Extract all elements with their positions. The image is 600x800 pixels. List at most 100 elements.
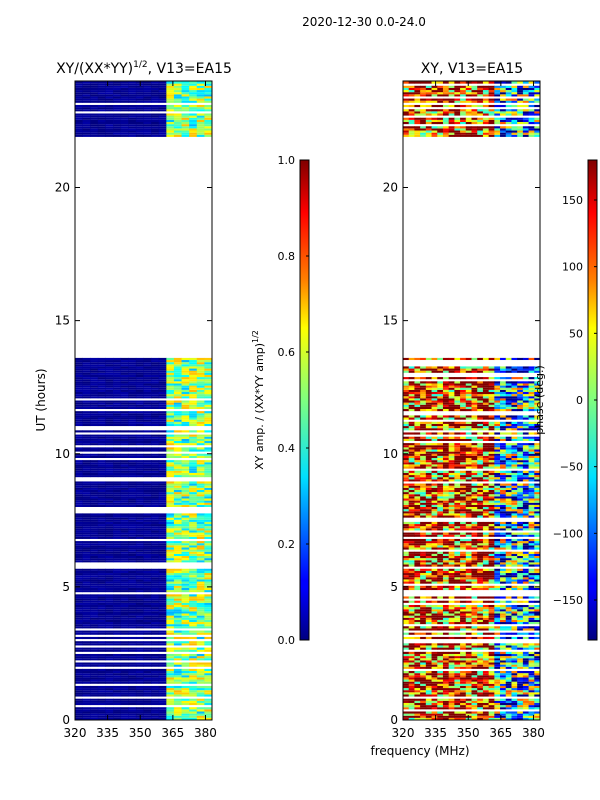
heatmap-cell bbox=[442, 502, 450, 505]
heatmap-cell bbox=[173, 590, 182, 593]
heatmap-cell bbox=[482, 653, 490, 657]
heatmap-cell bbox=[494, 660, 501, 663]
heatmap-cell bbox=[97, 694, 106, 697]
heatmap-cell bbox=[448, 513, 455, 516]
heatmap-cell bbox=[505, 553, 512, 556]
heatmap-cell bbox=[189, 577, 198, 580]
heatmap-cell bbox=[166, 387, 175, 390]
heatmap-cell bbox=[90, 702, 99, 706]
heatmap-cell bbox=[90, 421, 99, 424]
heatmap-cell bbox=[482, 681, 490, 684]
heatmap-cell bbox=[173, 494, 182, 497]
heatmap-cell bbox=[82, 702, 91, 706]
heatmap-cell bbox=[151, 613, 160, 616]
heatmap-cell bbox=[505, 645, 512, 648]
heatmap-cell bbox=[465, 545, 472, 548]
heatmap-cell bbox=[128, 368, 137, 371]
heatmap-cell bbox=[105, 530, 114, 533]
heatmap-cell bbox=[120, 81, 129, 84]
heatmap-cell bbox=[120, 613, 129, 616]
heatmap-cell bbox=[128, 543, 137, 546]
heatmap-cell bbox=[166, 513, 175, 516]
heatmap-cell bbox=[128, 453, 137, 456]
heatmap-cell bbox=[173, 107, 182, 110]
heatmap-cell bbox=[471, 688, 478, 691]
heatmap-cell bbox=[120, 573, 129, 576]
heatmap-cell bbox=[460, 664, 467, 667]
heatmap-cell bbox=[181, 90, 190, 93]
heatmap-cell bbox=[120, 453, 129, 456]
heatmap-cell bbox=[173, 658, 182, 661]
heatmap-cell bbox=[135, 611, 144, 614]
heatmap-cell bbox=[465, 585, 472, 588]
heatmap-cell bbox=[528, 698, 535, 701]
heatmap-cell bbox=[505, 604, 512, 608]
heatmap-cell bbox=[97, 413, 106, 416]
heatmap-cell bbox=[143, 598, 152, 601]
heatmap-cell bbox=[477, 677, 484, 680]
heatmap-cell bbox=[143, 709, 152, 712]
heatmap-cell bbox=[442, 622, 450, 625]
heatmap-cell bbox=[120, 402, 129, 405]
heatmap-cell bbox=[135, 630, 144, 633]
heatmap-cell bbox=[460, 711, 467, 714]
heatmap-cell bbox=[437, 617, 444, 620]
heatmap-cell bbox=[158, 626, 167, 629]
amplitude-colorbar: 0.00.20.40.60.81.0 XY amp. / (XX*YY amp)… bbox=[251, 154, 310, 647]
heatmap-cell bbox=[151, 387, 160, 390]
heatmap-cell bbox=[105, 464, 114, 467]
heatmap-cell bbox=[181, 122, 190, 125]
heatmap-cell bbox=[128, 617, 137, 620]
heatmap-cell bbox=[135, 690, 144, 693]
heatmap-cell bbox=[97, 374, 106, 378]
heatmap-cell bbox=[460, 617, 467, 620]
heatmap-cell bbox=[173, 130, 182, 133]
heatmap-cell bbox=[528, 700, 535, 703]
heatmap-cell bbox=[181, 423, 190, 427]
heatmap-cell bbox=[143, 713, 152, 716]
heatmap-cell bbox=[511, 513, 518, 516]
heatmap-cell bbox=[90, 368, 99, 371]
heatmap-cell bbox=[471, 573, 478, 576]
heatmap-cell bbox=[460, 564, 467, 567]
heatmap-cell bbox=[511, 713, 518, 716]
heatmap-cell bbox=[471, 671, 478, 674]
heatmap-cell bbox=[120, 649, 129, 652]
heatmap-cell bbox=[105, 415, 114, 418]
heatmap-cell bbox=[173, 113, 182, 116]
heatmap-cell bbox=[505, 702, 512, 706]
heatmap-cell bbox=[414, 683, 421, 686]
heatmap-cell bbox=[414, 711, 421, 714]
heatmap-cell bbox=[500, 504, 507, 507]
heatmap-cell bbox=[173, 649, 182, 652]
heatmap-cell bbox=[181, 96, 190, 99]
heatmap-cell bbox=[166, 636, 175, 640]
heatmap-cell bbox=[158, 119, 167, 122]
heatmap-cell bbox=[414, 653, 421, 657]
heatmap-cell bbox=[151, 85, 160, 88]
heatmap-cell bbox=[204, 611, 213, 614]
heatmap-cell bbox=[181, 662, 190, 665]
heatmap-cell bbox=[488, 619, 495, 623]
heatmap-cell bbox=[414, 547, 421, 550]
heatmap-cell bbox=[166, 521, 175, 525]
heatmap-cell bbox=[522, 664, 529, 667]
heatmap-cell bbox=[431, 545, 438, 548]
heatmap-cell bbox=[488, 681, 495, 684]
heatmap-cell bbox=[494, 651, 501, 654]
heatmap-cell bbox=[465, 577, 472, 580]
heatmap-cell bbox=[425, 628, 432, 631]
heatmap-cell bbox=[113, 517, 122, 520]
heatmap-cell bbox=[471, 611, 478, 614]
heatmap-cell bbox=[166, 366, 175, 369]
heatmap-cell bbox=[90, 98, 99, 101]
heatmap-cell bbox=[97, 489, 106, 493]
heatmap-cell bbox=[158, 489, 167, 493]
heatmap-cell bbox=[90, 519, 99, 522]
heatmap-cell bbox=[135, 117, 144, 120]
heatmap-cell bbox=[196, 377, 205, 380]
heatmap-cell bbox=[196, 649, 205, 652]
heatmap-cell bbox=[465, 564, 472, 567]
heatmap-cell bbox=[204, 391, 213, 395]
heatmap-cell bbox=[500, 513, 507, 516]
